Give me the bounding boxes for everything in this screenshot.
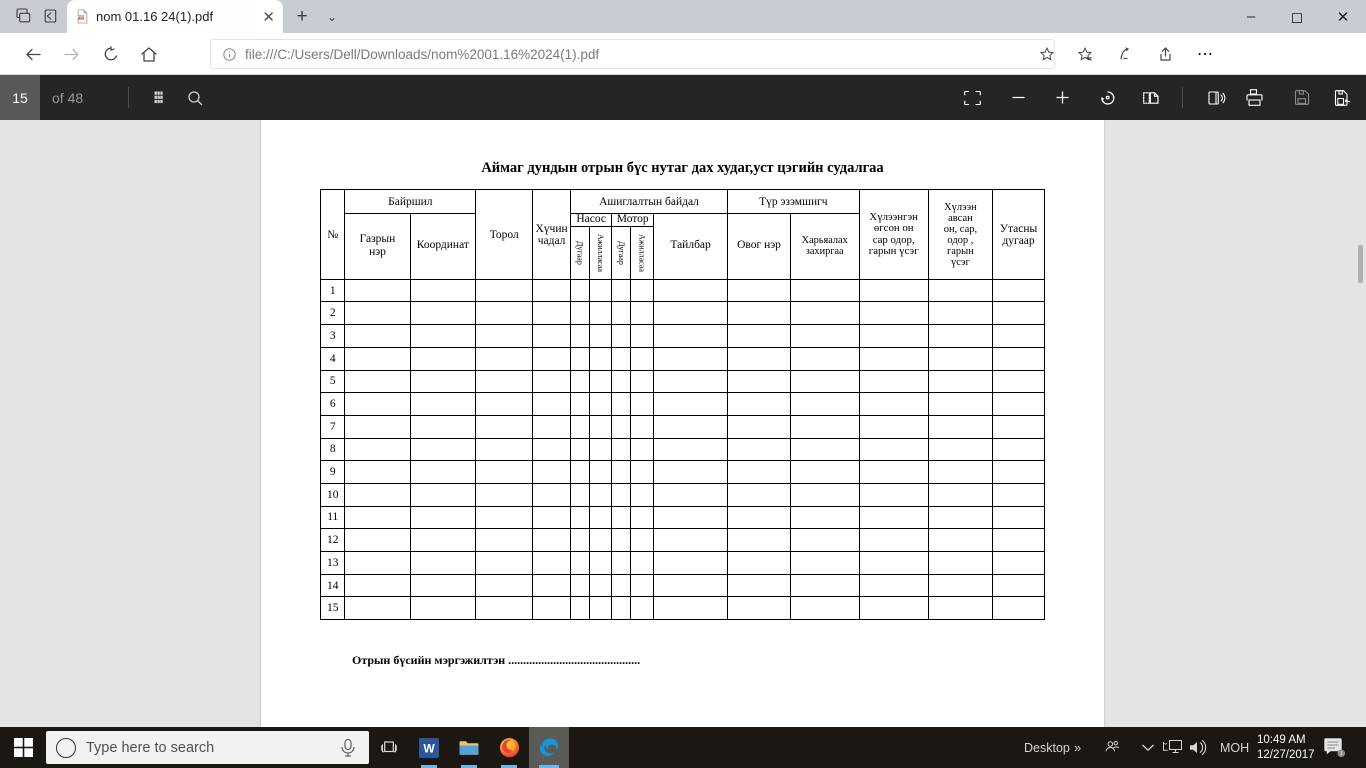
svg-text:1: 1 (1340, 751, 1343, 757)
svg-text:PDF: PDF (78, 16, 85, 20)
